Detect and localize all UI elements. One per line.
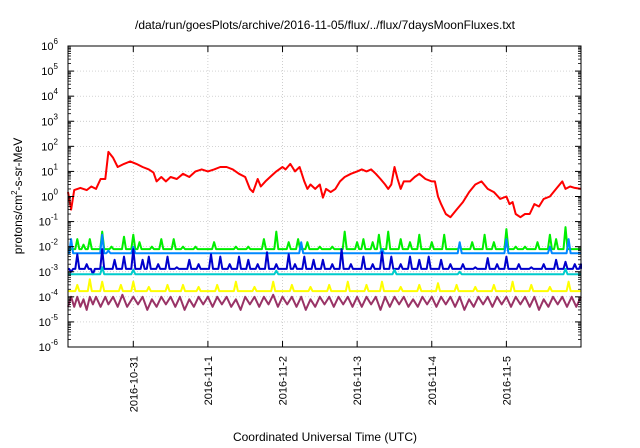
y-axis-label-after: -s-sr-MeV [11,138,25,191]
series-line [68,248,582,276]
series-line [67,150,582,219]
y-tick-label: 10-3 [39,263,59,279]
series-line [68,226,581,251]
y-tick-label: 100 [41,188,58,204]
y-tick-label: 101 [41,162,58,178]
x-tick-label: 2016-11-4 [427,356,439,405]
y-tick-label: 103 [41,112,58,128]
y-tick-label: 10-1 [39,213,59,229]
chart-title: /data/run/goesPlots/archive/2016-11-05/f… [135,18,516,32]
y-tick-label: 105 [41,62,58,78]
y-tick-label: 104 [41,87,58,103]
y-axis-label-before: protons/cm [11,195,25,254]
y-tick-label: 10-2 [39,238,59,254]
y-tick-label: 102 [41,137,58,153]
y-tick-label: 10-4 [39,288,59,304]
y-tick-labels: 10-6 10-5 10-4 10-3 10-2 10-1 100 101 102 103 104 1… [39,37,59,354]
x-tick-label: 2016-11-5 [501,356,513,405]
x-tick-label: 2016-11-1 [203,356,215,405]
series-line [67,293,582,311]
series-line [68,278,581,293]
x-tick-label: 2016-11-2 [278,356,290,405]
y-axis-label: protons/cm2-s-sr-MeV [10,138,25,254]
x-tick-label: 2016-11-3 [352,356,364,405]
x-tick-labels: 2016-10-31 2016-11-1 2016-11-2 2016-11-3 201… [128,356,513,412]
y-axis-label-sup: 2 [10,190,19,195]
axis-ticks [68,45,581,348]
series-lines [67,150,582,311]
series-line [68,266,581,276]
x-tick-label: 2016-10-31 [128,356,140,412]
y-tick-label: 10-5 [39,313,59,329]
y-tick-label: 106 [41,37,58,53]
x-axis-label: Coordinated Universal Time (UTC) [233,430,417,444]
y-tick-label: 10-6 [39,338,59,354]
